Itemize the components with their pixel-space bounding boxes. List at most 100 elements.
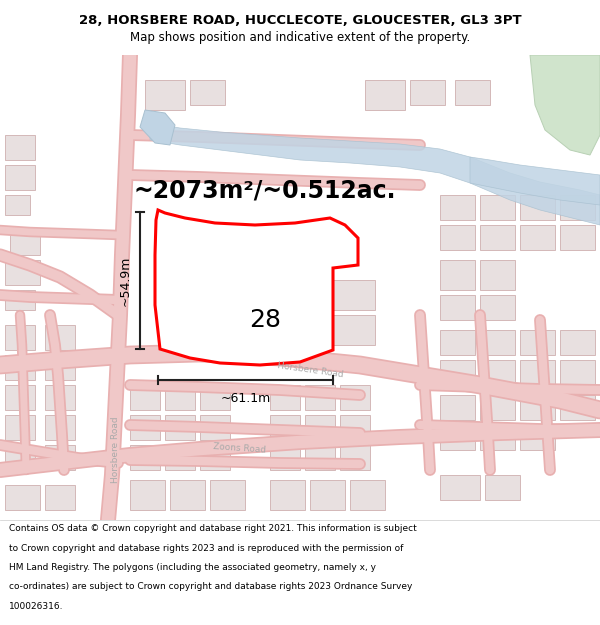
- Polygon shape: [350, 480, 385, 510]
- Text: ~61.1m: ~61.1m: [220, 392, 271, 405]
- Polygon shape: [520, 360, 555, 385]
- Polygon shape: [10, 230, 40, 255]
- Text: ~54.9m: ~54.9m: [119, 255, 132, 306]
- Polygon shape: [270, 445, 300, 470]
- Text: 100026316.: 100026316.: [9, 602, 64, 611]
- Text: Horsbere Road: Horsbere Road: [110, 417, 119, 483]
- Text: Horsbere Road: Horsbere Road: [277, 361, 344, 379]
- Polygon shape: [145, 80, 185, 110]
- Polygon shape: [480, 225, 515, 250]
- Polygon shape: [225, 240, 270, 270]
- Polygon shape: [520, 425, 555, 450]
- Polygon shape: [560, 395, 595, 420]
- Polygon shape: [155, 210, 358, 365]
- Polygon shape: [175, 280, 220, 310]
- Text: ~2073m²/~0.512ac.: ~2073m²/~0.512ac.: [134, 178, 396, 202]
- Polygon shape: [520, 195, 555, 220]
- Text: Zoons Road: Zoons Road: [213, 442, 267, 454]
- Text: 28, HORSBERE ROAD, HUCCLECOTE, GLOUCESTER, GL3 3PT: 28, HORSBERE ROAD, HUCCLECOTE, GLOUCESTE…: [79, 14, 521, 27]
- Polygon shape: [440, 195, 475, 220]
- Polygon shape: [305, 415, 335, 440]
- Polygon shape: [5, 355, 35, 380]
- Text: co-ordinates) are subject to Crown copyright and database rights 2023 Ordnance S: co-ordinates) are subject to Crown copyr…: [9, 582, 412, 591]
- Polygon shape: [45, 325, 75, 350]
- Polygon shape: [140, 110, 175, 145]
- Polygon shape: [200, 385, 230, 410]
- Polygon shape: [165, 445, 195, 470]
- Polygon shape: [200, 445, 230, 470]
- Polygon shape: [170, 480, 205, 510]
- Polygon shape: [45, 445, 75, 470]
- Polygon shape: [45, 355, 75, 380]
- Polygon shape: [560, 195, 595, 220]
- Polygon shape: [560, 225, 595, 250]
- Text: HM Land Registry. The polygons (including the associated geometry, namely x, y: HM Land Registry. The polygons (includin…: [9, 563, 376, 572]
- Polygon shape: [520, 330, 555, 355]
- Polygon shape: [5, 290, 35, 310]
- Polygon shape: [440, 295, 475, 320]
- Polygon shape: [530, 55, 600, 155]
- Polygon shape: [365, 80, 405, 110]
- Polygon shape: [130, 385, 160, 410]
- Polygon shape: [305, 445, 335, 470]
- Polygon shape: [175, 240, 220, 270]
- Polygon shape: [340, 445, 370, 470]
- Polygon shape: [45, 385, 75, 410]
- Polygon shape: [5, 325, 35, 350]
- Polygon shape: [5, 165, 35, 190]
- Polygon shape: [165, 385, 195, 410]
- Polygon shape: [440, 395, 475, 420]
- Polygon shape: [130, 445, 160, 470]
- Polygon shape: [45, 415, 75, 440]
- Polygon shape: [470, 157, 600, 205]
- Polygon shape: [270, 415, 300, 440]
- Polygon shape: [5, 445, 35, 470]
- Polygon shape: [305, 385, 335, 410]
- Text: Map shows position and indicative extent of the property.: Map shows position and indicative extent…: [130, 31, 470, 44]
- Polygon shape: [5, 415, 35, 440]
- Polygon shape: [560, 330, 595, 355]
- Polygon shape: [45, 485, 75, 510]
- Polygon shape: [410, 80, 445, 105]
- Polygon shape: [190, 80, 225, 105]
- Polygon shape: [130, 415, 160, 440]
- Polygon shape: [480, 425, 515, 450]
- Polygon shape: [485, 475, 520, 500]
- Polygon shape: [270, 480, 305, 510]
- Polygon shape: [480, 195, 515, 220]
- Polygon shape: [560, 360, 595, 385]
- Polygon shape: [440, 225, 475, 250]
- Polygon shape: [455, 80, 490, 105]
- Polygon shape: [200, 415, 230, 440]
- Polygon shape: [480, 330, 515, 355]
- Polygon shape: [480, 295, 515, 320]
- Polygon shape: [440, 475, 480, 500]
- Polygon shape: [5, 260, 40, 285]
- Polygon shape: [340, 415, 370, 440]
- Polygon shape: [340, 385, 370, 410]
- Polygon shape: [150, 123, 600, 225]
- Polygon shape: [330, 280, 375, 310]
- Polygon shape: [440, 260, 475, 290]
- Polygon shape: [5, 195, 30, 215]
- Polygon shape: [5, 485, 40, 510]
- Polygon shape: [520, 395, 555, 420]
- Polygon shape: [480, 260, 515, 290]
- Polygon shape: [440, 360, 475, 385]
- Polygon shape: [480, 360, 515, 385]
- Text: Contains OS data © Crown copyright and database right 2021. This information is : Contains OS data © Crown copyright and d…: [9, 524, 417, 533]
- Polygon shape: [225, 280, 270, 310]
- Polygon shape: [440, 330, 475, 355]
- Polygon shape: [165, 415, 195, 440]
- Polygon shape: [440, 425, 475, 450]
- Polygon shape: [5, 385, 35, 410]
- Polygon shape: [5, 135, 35, 160]
- Polygon shape: [520, 225, 555, 250]
- Text: 28: 28: [249, 308, 281, 332]
- Polygon shape: [310, 480, 345, 510]
- Polygon shape: [130, 480, 165, 510]
- Polygon shape: [330, 315, 375, 345]
- Polygon shape: [210, 480, 245, 510]
- Text: to Crown copyright and database rights 2023 and is reproduced with the permissio: to Crown copyright and database rights 2…: [9, 544, 403, 552]
- Polygon shape: [270, 385, 300, 410]
